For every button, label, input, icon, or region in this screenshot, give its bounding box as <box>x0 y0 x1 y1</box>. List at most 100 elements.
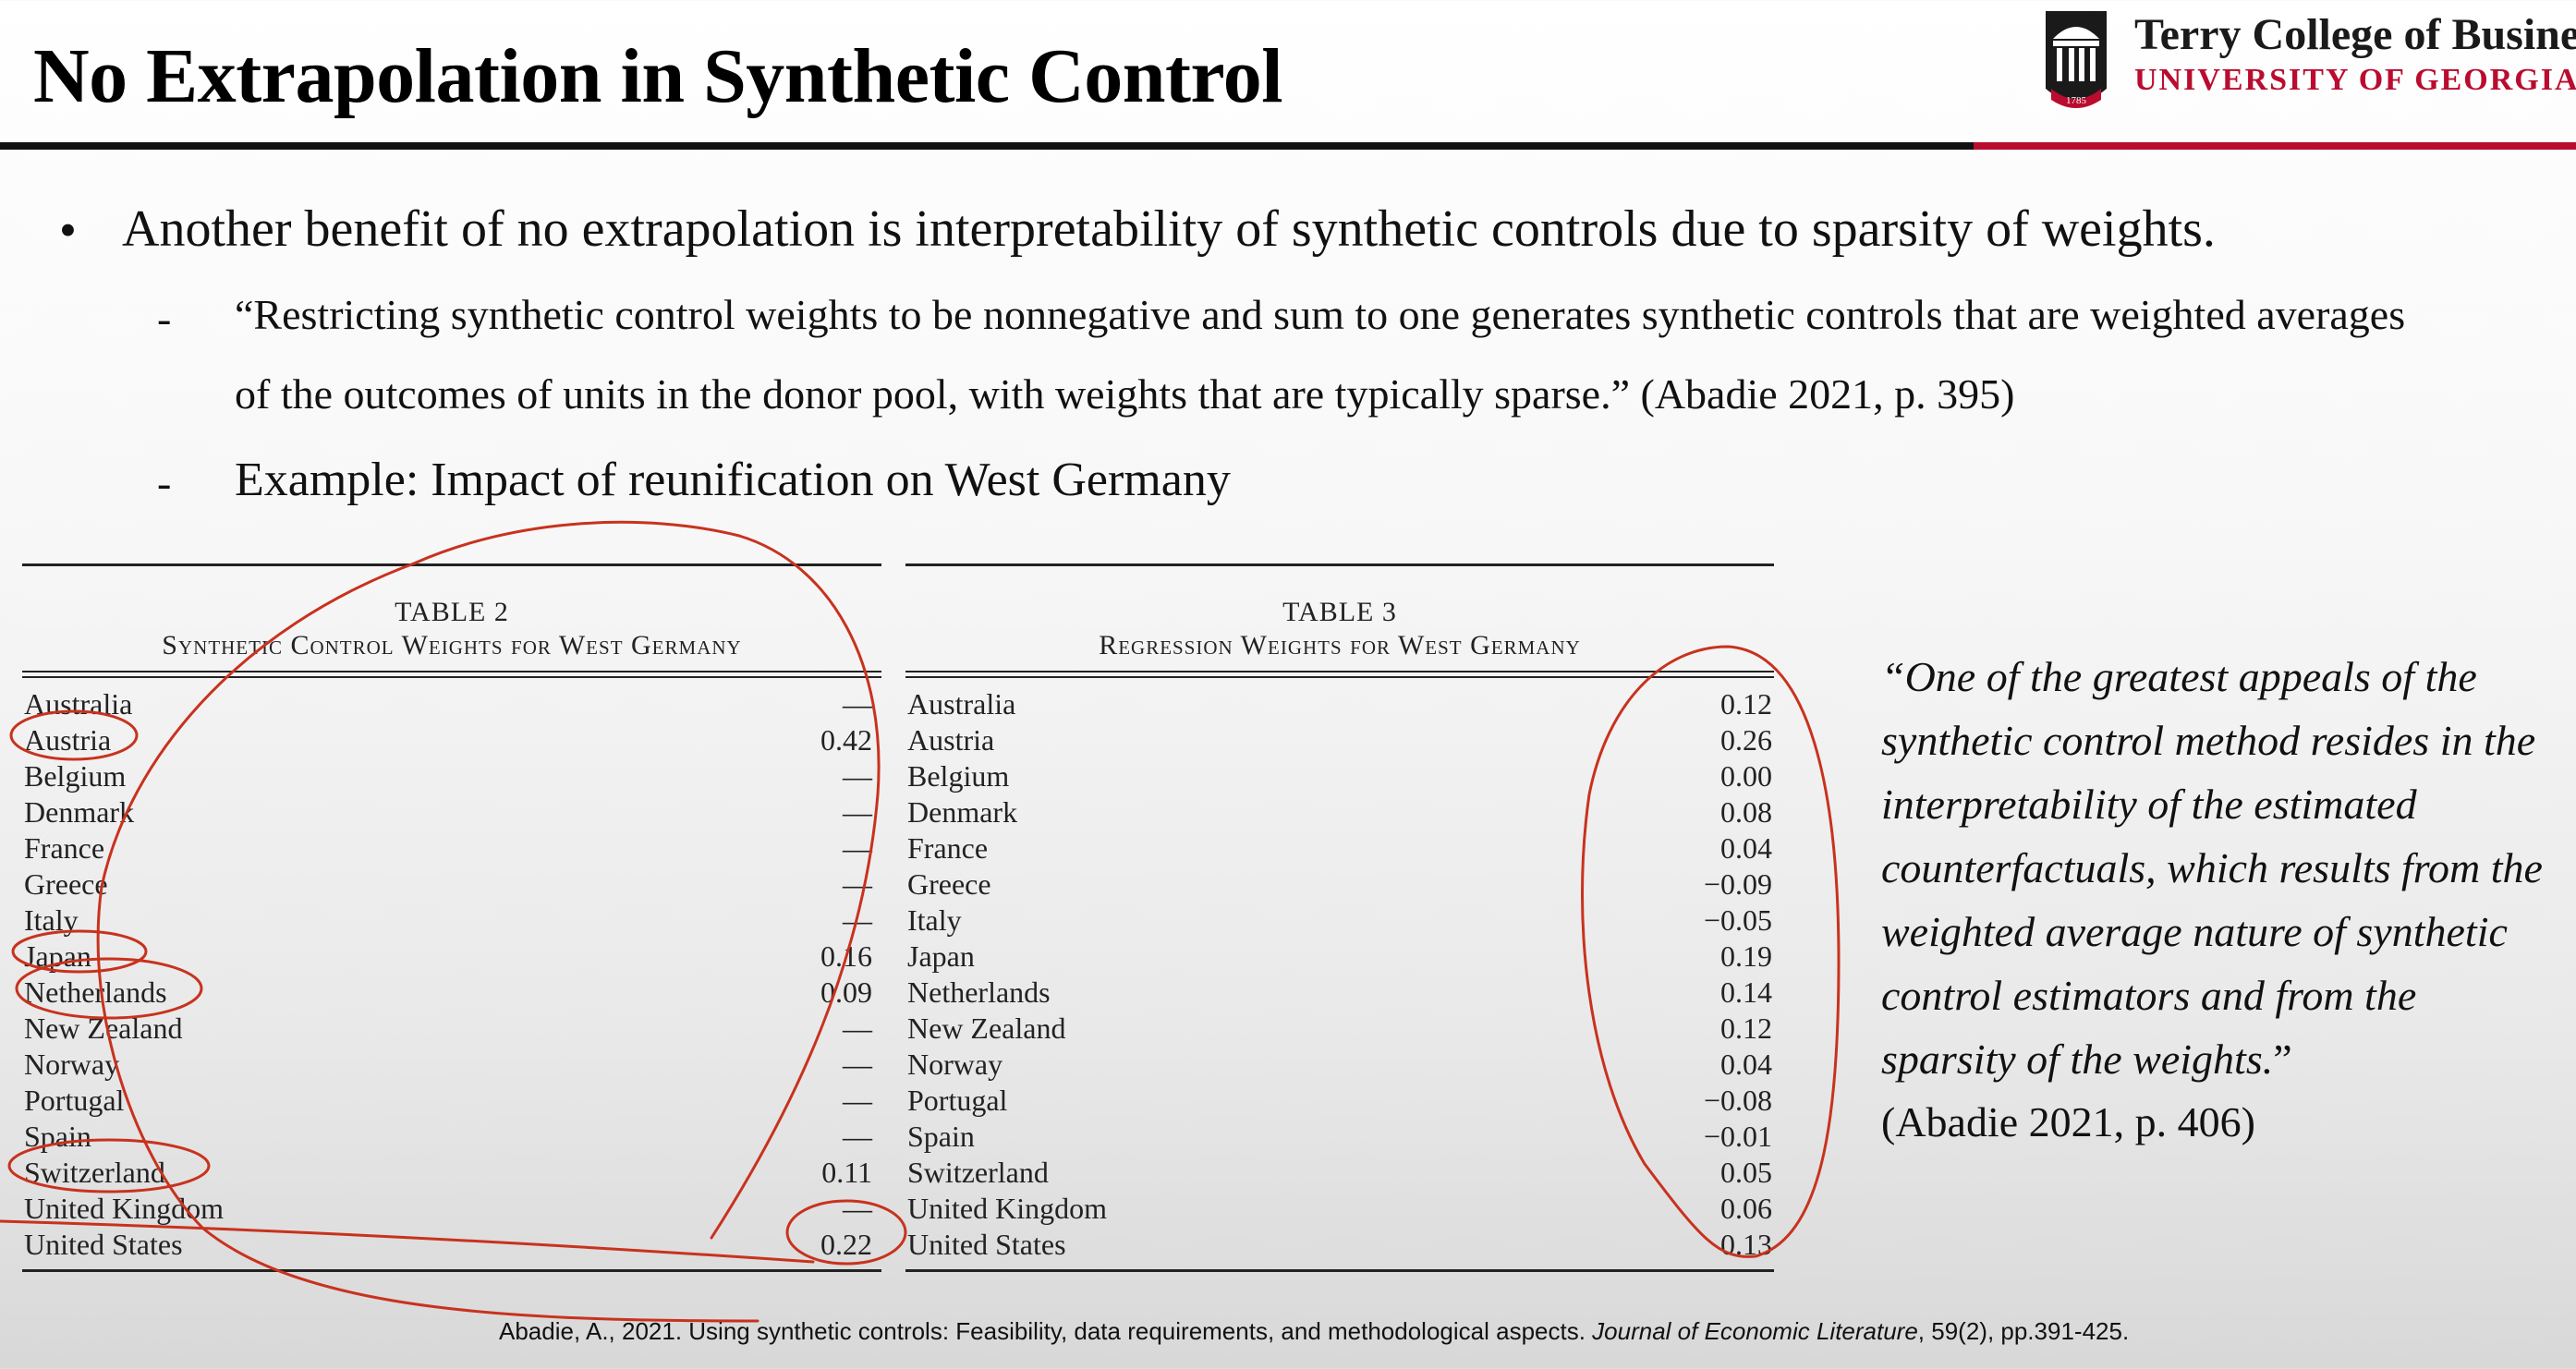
bullet-marker: • <box>59 202 77 258</box>
seal-year: 1785 <box>2066 95 2087 106</box>
table-row-country: Greece <box>907 867 991 901</box>
table-top-rule <box>22 563 881 566</box>
table-regression-weights: TABLE 3 Regression Weights for West Germ… <box>905 563 1774 1275</box>
table-row-country: Greece <box>24 867 108 901</box>
table-row-weight: 0.14 <box>1720 975 1772 1009</box>
table-row-country: Portugal <box>907 1084 1008 1117</box>
table-caption-title: Synthetic Control Weights for West Germa… <box>162 630 742 660</box>
side-quote-citation: (Abadie 2021, p. 406) <box>1881 1098 2255 1145</box>
table-row-weight: 0.00 <box>1720 759 1772 793</box>
table-row-country: Denmark <box>24 795 135 829</box>
table-row-weight: 0.08 <box>1720 795 1772 829</box>
footer-journal: Journal of Economic Literature <box>1592 1317 1918 1345</box>
dash-marker: - <box>157 295 172 342</box>
table-header-rule <box>22 671 881 672</box>
header-rule-red <box>1974 142 2576 150</box>
table-row-weight: 0.12 <box>1720 687 1772 721</box>
table-row-weight: −0.08 <box>1703 1084 1772 1117</box>
table-row-country: Switzerland <box>907 1156 1049 1189</box>
table-header-rule <box>905 671 1774 672</box>
table-row-country: Italy <box>24 903 79 937</box>
table-row-country: Switzerland <box>24 1156 165 1189</box>
table-row-weight: 0.42 <box>820 723 872 757</box>
table-row-country: Norway <box>907 1048 1003 1081</box>
table-row-weight: 0.11 <box>821 1156 872 1189</box>
table-row-country: United Kingdom <box>24 1192 224 1225</box>
side-quote-close-mark: ” <box>2273 1036 2292 1083</box>
table-row-country: France <box>907 831 989 865</box>
table-row-weight: 0.05 <box>1720 1156 1772 1189</box>
table-row-country: Denmark <box>907 795 1018 829</box>
dash-marker: - <box>157 459 172 506</box>
table-row-weight: — <box>843 687 872 721</box>
footer-prefix: Abadie, A., 2021. Using synthetic contro… <box>499 1317 1593 1345</box>
table-row-weight: — <box>843 903 872 937</box>
table-synthetic-weights: TABLE 2 Synthetic Control Weights for We… <box>22 563 881 1275</box>
table-row-weight: 0.04 <box>1720 1048 1772 1081</box>
table-row-weight: 0.12 <box>1720 1012 1772 1045</box>
table-row-country: United States <box>907 1228 1066 1261</box>
table-row-country: Austria <box>907 723 995 757</box>
logo-college-name: Terry College of Busines <box>2134 10 2576 59</box>
table-row-weight: 0.13 <box>1720 1228 1772 1261</box>
table-row-weight: — <box>843 759 872 793</box>
table-row-country: New Zealand <box>24 1012 183 1045</box>
table-row-weight: — <box>843 1048 872 1081</box>
table-row-weight: — <box>843 795 872 829</box>
table-caption-number: TABLE 3 <box>1282 597 1397 627</box>
slide-title: No Extrapolation in Synthetic Control <box>33 33 1283 119</box>
table-row-weight: — <box>843 1192 872 1225</box>
table-caption-number: TABLE 2 <box>395 597 509 627</box>
table-bottom-rule <box>22 1269 881 1272</box>
table-row-weight: 0.22 <box>820 1228 872 1261</box>
table-row-country: Belgium <box>24 759 127 793</box>
table-row-weight: 0.26 <box>1720 723 1772 757</box>
table-row-country: Australia <box>24 687 133 721</box>
table-row-weight: — <box>843 831 872 865</box>
table-row-weight: — <box>843 1120 872 1153</box>
table-row-country: Norway <box>24 1048 120 1081</box>
footer-suffix: , 59(2), pp.391-425. <box>1917 1317 2130 1345</box>
table-row-country: Austria <box>24 723 112 757</box>
table-row-country: Spain <box>907 1120 975 1153</box>
table-row-country: New Zealand <box>907 1012 1066 1045</box>
table-row-country: France <box>24 831 105 865</box>
table-row-country: Spain <box>24 1120 91 1153</box>
logo-university-name: UNIVERSITY OF GEORGIA <box>2134 63 2576 97</box>
table-row-country: Portugal <box>24 1084 125 1117</box>
side-quote: “One of the greatest appeals of the synt… <box>1881 645 2546 1091</box>
sub-example: Example: Impact of reunification on West… <box>235 454 1231 506</box>
table-row-weight: −0.09 <box>1703 867 1772 901</box>
table-row-weight: 0.06 <box>1720 1192 1772 1225</box>
sub-quote-line2: of the outcomes of units in the donor po… <box>235 370 2015 418</box>
table-row-weight: 0.09 <box>820 975 872 1009</box>
header-rule-black <box>0 142 1974 150</box>
table-row-country: Japan <box>907 939 975 973</box>
side-quote-text: “One of the greatest appeals of the synt… <box>1881 653 2543 1083</box>
uga-arch-logo-icon: 1785 <box>2046 11 2107 108</box>
table-caption-title: Regression Weights for West Germany <box>1099 630 1581 660</box>
reference-footer: Abadie, A., 2021. Using synthetic contro… <box>499 1317 2129 1346</box>
table-bottom-rule <box>905 1269 1774 1272</box>
table-row-country: Belgium <box>907 759 1010 793</box>
table-top-rule <box>905 563 1774 566</box>
table-row-weight: 0.16 <box>820 939 872 973</box>
table-row-country: Netherlands <box>907 975 1051 1009</box>
table-row-weight: −0.05 <box>1703 903 1772 937</box>
table-row-weight: 0.04 <box>1720 831 1772 865</box>
table-row-country: Netherlands <box>24 975 167 1009</box>
main-bullet: Another benefit of no extrapolation is i… <box>122 200 2216 258</box>
table-row-weight: — <box>843 1012 872 1045</box>
table-row-country: United States <box>24 1228 183 1261</box>
table-row-country: Japan <box>24 939 91 973</box>
table-row-weight: −0.01 <box>1703 1120 1772 1153</box>
table-header-rule-thin <box>22 676 881 678</box>
sub-quote-line1: “Restricting synthetic control weights t… <box>235 291 2406 338</box>
table-row-weight: — <box>843 867 872 901</box>
table-header-rule-thin <box>905 676 1774 678</box>
table-row-country: United Kingdom <box>907 1192 1107 1225</box>
table-row-weight: — <box>843 1084 872 1117</box>
table-row-country: Italy <box>907 903 962 937</box>
table-row-weight: 0.19 <box>1720 939 1772 973</box>
table-row-country: Australia <box>907 687 1016 721</box>
